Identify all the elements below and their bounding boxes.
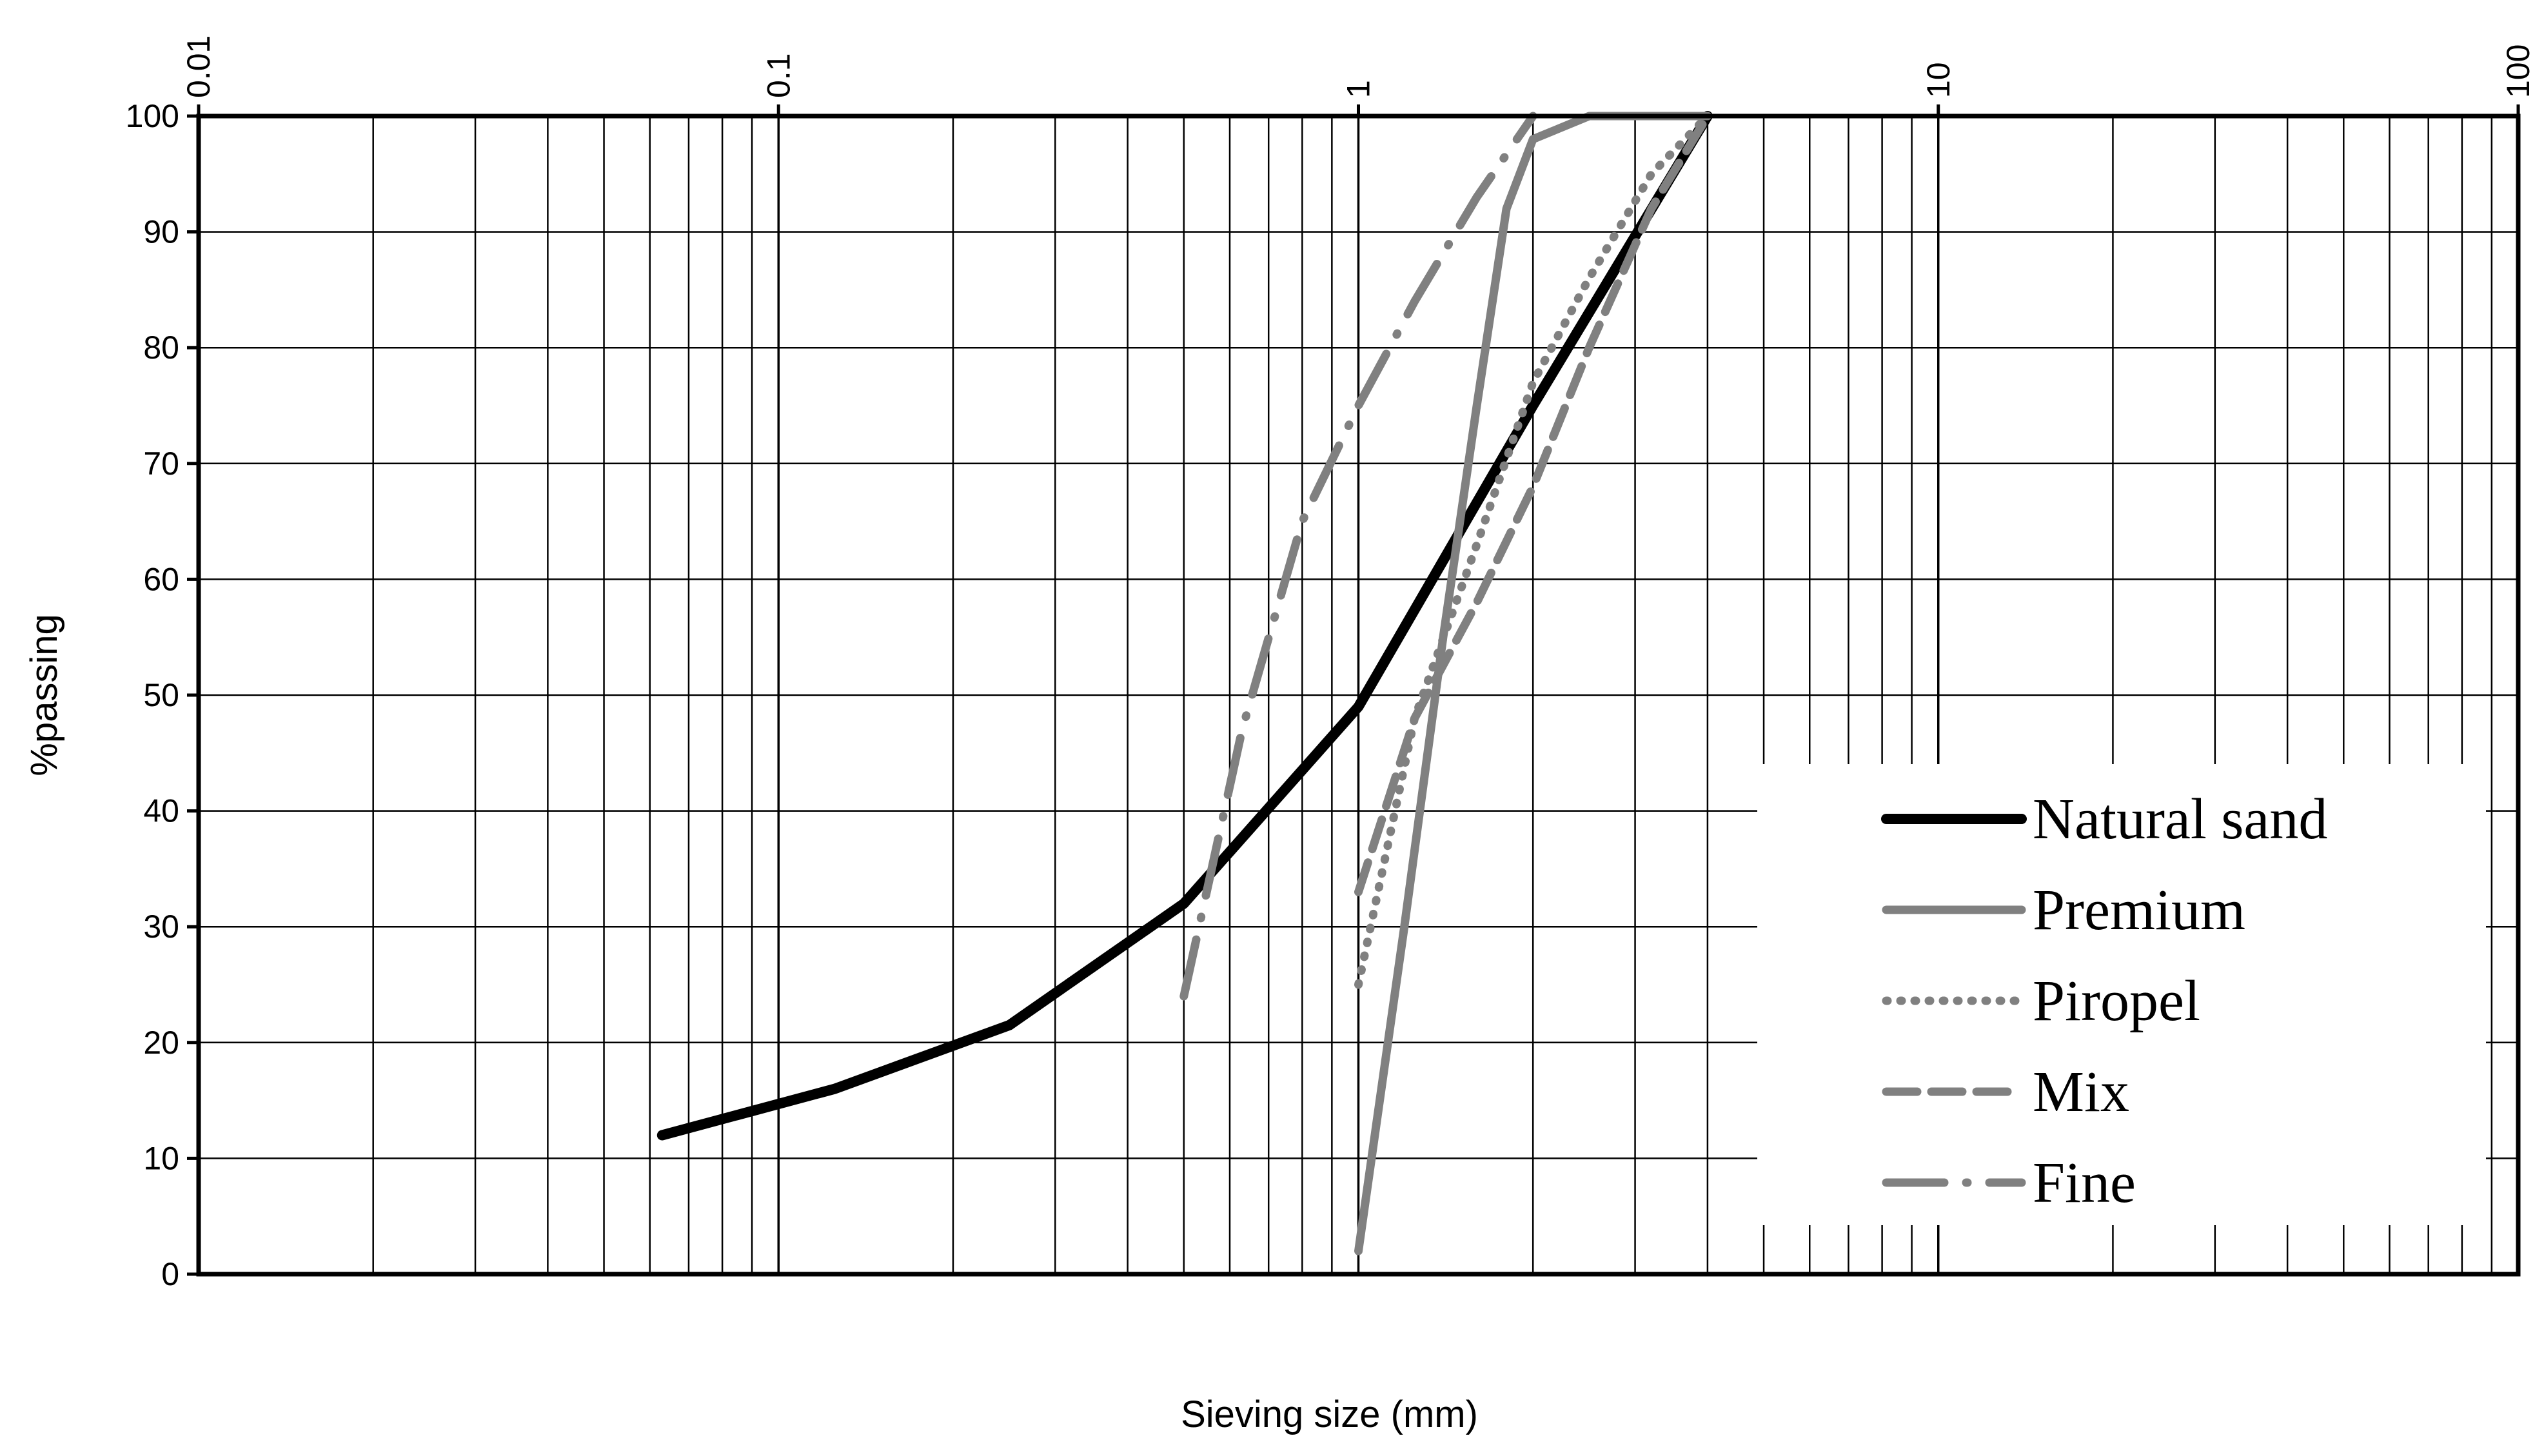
legend-label: Fine: [2033, 1151, 2136, 1215]
y-tick-label: 60: [143, 561, 179, 597]
legend-label: Premium: [2033, 878, 2245, 942]
y-tick-label: 70: [143, 446, 179, 482]
y-tick-label: 90: [143, 214, 179, 250]
x-axis-title: Sieving size (mm): [1181, 1393, 1478, 1435]
x-tick-label: 100: [2500, 44, 2536, 98]
x-tick-label: 10: [1920, 62, 1957, 98]
y-tick-label: 20: [143, 1025, 179, 1061]
y-tick-label: 100: [126, 98, 179, 134]
x-tick-label: 0.01: [181, 35, 217, 98]
y-tick-label: 30: [143, 909, 179, 945]
plot-area-frame: [196, 113, 2521, 1277]
legend: Natural sand Premium Piropel Mix Fine: [1757, 764, 2486, 1225]
series-line-premium: [1354, 112, 1712, 1255]
y-tick-label: 50: [143, 677, 179, 713]
y-tick-label: 0: [161, 1256, 179, 1292]
legend-label: Natural sand: [2033, 787, 2327, 851]
data-series: [656, 111, 1713, 1255]
y-tick-label: 10: [143, 1140, 179, 1176]
x-tick-label: 1: [1341, 80, 1377, 98]
y-tick-label: 80: [143, 330, 179, 366]
series-line-fine: [1179, 112, 1537, 1001]
y-axis-title: %passing: [23, 614, 65, 776]
legend-label: Mix: [2033, 1060, 2129, 1124]
y-tick-label: 40: [143, 793, 179, 829]
series-line-mix: [1354, 112, 1712, 896]
legend-background: [1757, 764, 2486, 1225]
x-tick-label: 0.1: [760, 53, 796, 98]
series-line-natural-sand: [656, 111, 1713, 1141]
legend-label: Piropel: [2033, 969, 2200, 1033]
